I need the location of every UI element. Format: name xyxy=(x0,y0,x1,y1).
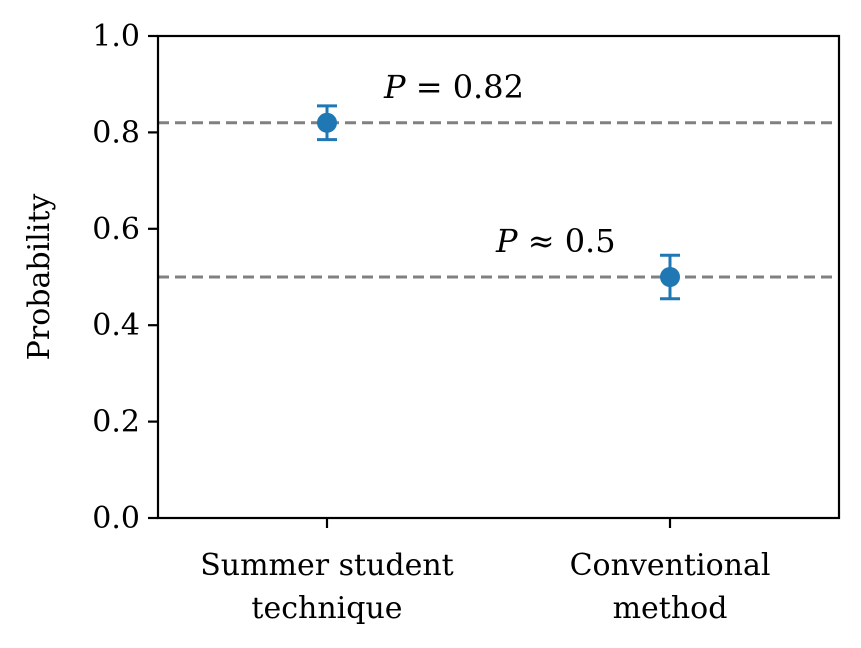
y-axis-label: Probability xyxy=(22,194,57,361)
y-tick-label: 0.6 xyxy=(92,212,140,247)
y-tick-label: 1.0 xyxy=(92,19,140,54)
annotation-label: P = 0.82 xyxy=(383,68,524,106)
data-point xyxy=(660,267,680,287)
annotation-label: P ≈ 0.5 xyxy=(495,222,616,260)
y-tick-label: 0.2 xyxy=(92,405,140,440)
x-tick-label: technique xyxy=(251,591,402,626)
x-tick-label: method xyxy=(613,591,728,626)
data-point xyxy=(317,112,337,133)
y-tick-label: 0.0 xyxy=(92,501,140,536)
plot-frame xyxy=(156,34,841,520)
x-tick-label: Conventional xyxy=(570,548,771,583)
x-tick-label: Summer student xyxy=(200,548,454,583)
y-tick-label: 0.4 xyxy=(92,308,140,343)
y-tick-label: 0.8 xyxy=(92,115,140,150)
